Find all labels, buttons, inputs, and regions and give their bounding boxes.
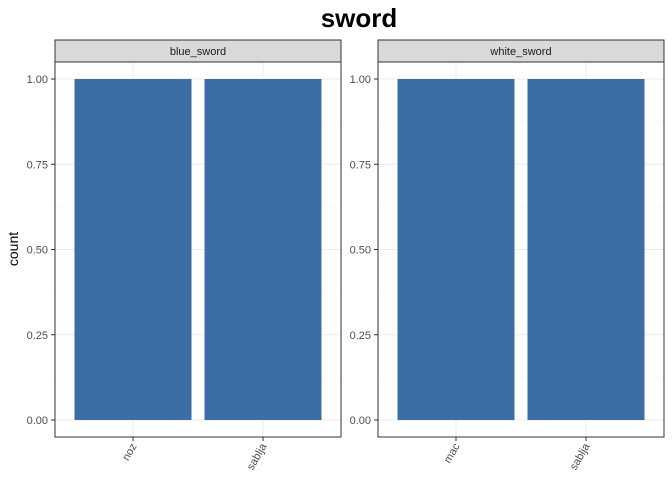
y-tick-label: 0.00 [350, 415, 371, 427]
y-tick-label: 0.75 [350, 159, 371, 171]
y-tick-label: 0.25 [350, 330, 371, 342]
y-tick-label: 0.50 [350, 245, 371, 257]
facet-label: white_sword [489, 46, 551, 58]
bar-sablja [527, 79, 645, 420]
y-tick-label: 0.75 [27, 159, 48, 171]
y-tick-label: 0.25 [27, 330, 48, 342]
x-tick-label: mac [442, 441, 463, 465]
y-tick-label: 0.00 [27, 415, 48, 427]
x-tick-label: sablja [245, 441, 270, 473]
facet-label: blue_sword [170, 46, 226, 58]
y-tick-label: 0.50 [27, 245, 48, 257]
y-axis-title: count [5, 232, 21, 266]
bar-sablja [204, 79, 322, 420]
bar-mac [397, 79, 515, 420]
panel-white_sword: white_sword 0.00 0.25 0.50 0.75 1.00 mac sablja [350, 39, 665, 473]
x-tick-label: noz [120, 442, 139, 463]
x-tick-label: sablja [568, 441, 593, 473]
y-tick-label: 1.00 [27, 74, 48, 86]
panel-blue_sword: blue_sword 0.00 0.25 0.50 0.75 1.00 noz sablja [27, 39, 342, 473]
y-tick-label: 1.00 [350, 74, 371, 86]
bar-noz [74, 79, 192, 420]
chart-title: sword [321, 3, 398, 33]
